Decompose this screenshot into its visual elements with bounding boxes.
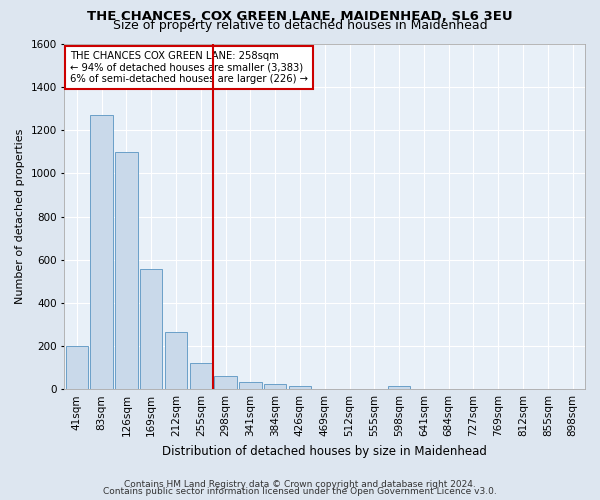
Text: THE CHANCES COX GREEN LANE: 258sqm
← 94% of detached houses are smaller (3,383)
: THE CHANCES COX GREEN LANE: 258sqm ← 94%… bbox=[70, 51, 308, 84]
Bar bbox=[115, 152, 137, 389]
Text: Contains HM Land Registry data © Crown copyright and database right 2024.: Contains HM Land Registry data © Crown c… bbox=[124, 480, 476, 489]
Text: Contains public sector information licensed under the Open Government Licence v3: Contains public sector information licen… bbox=[103, 487, 497, 496]
Bar bbox=[190, 364, 212, 389]
Bar bbox=[388, 386, 410, 389]
Bar bbox=[239, 382, 262, 389]
Bar bbox=[65, 346, 88, 389]
Text: THE CHANCES, COX GREEN LANE, MAIDENHEAD, SL6 3EU: THE CHANCES, COX GREEN LANE, MAIDENHEAD,… bbox=[87, 10, 513, 23]
Bar bbox=[264, 384, 286, 389]
Bar bbox=[91, 115, 113, 389]
Bar bbox=[214, 376, 237, 389]
Y-axis label: Number of detached properties: Number of detached properties bbox=[15, 129, 25, 304]
Text: Size of property relative to detached houses in Maidenhead: Size of property relative to detached ho… bbox=[113, 19, 487, 32]
Bar bbox=[140, 270, 163, 389]
X-axis label: Distribution of detached houses by size in Maidenhead: Distribution of detached houses by size … bbox=[162, 444, 487, 458]
Bar bbox=[165, 332, 187, 389]
Bar bbox=[289, 386, 311, 389]
